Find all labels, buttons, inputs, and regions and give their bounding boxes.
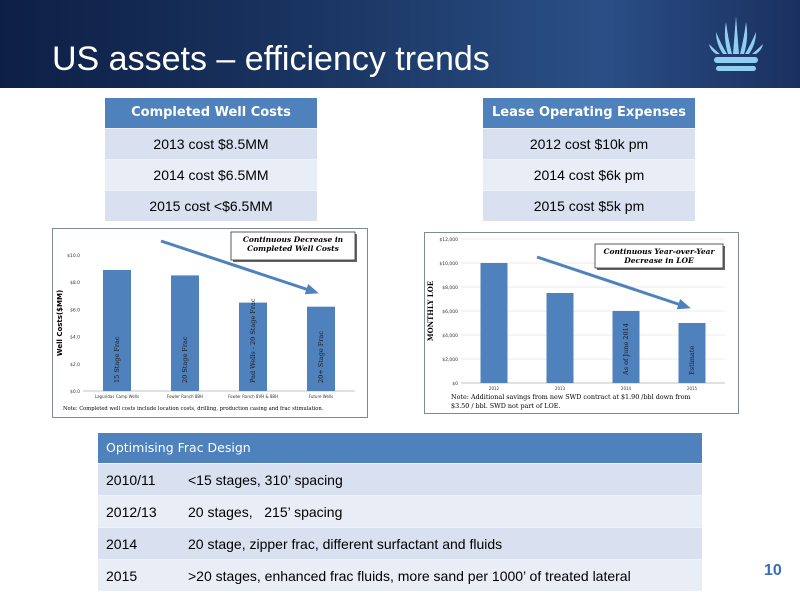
y-tick-label: $10.0 bbox=[67, 253, 80, 259]
well-costs-chart-frame: $0.0 $2.0 $4.0 $6.0 $8.0 $10.0 Well Costs($MM)… bbox=[52, 228, 368, 418]
x-tick-label: 2013 bbox=[555, 386, 566, 391]
title-box bbox=[594, 243, 724, 269]
title-banner bbox=[0, 0, 800, 88]
chart-bar bbox=[103, 269, 131, 391]
y-tick-label: $12,000 bbox=[439, 237, 458, 243]
bar-label: 15 Stage Frac bbox=[113, 336, 121, 383]
bar-label: As of June 2014 bbox=[622, 323, 630, 376]
loe-table: Lease Operating Expenses 2012 cost $10k … bbox=[483, 98, 695, 221]
page-number: 10 bbox=[764, 562, 782, 579]
x-tick-label: 2012 bbox=[489, 386, 500, 391]
chart-title-line: Continuous Decrease in bbox=[243, 235, 343, 244]
frac-design-header: Optimising Frac Design bbox=[98, 433, 702, 463]
x-tick-label: 2014 bbox=[621, 386, 632, 391]
x-tick-label: 2015 bbox=[687, 386, 698, 391]
chart-note: Note: Additional savings from new SWD co… bbox=[451, 393, 691, 401]
x-tick-label: Fowler Ranch 8VH & 8BH bbox=[228, 394, 278, 399]
y-tick-label: $4,000 bbox=[442, 333, 458, 339]
chart-bar bbox=[678, 323, 706, 383]
chart-bar bbox=[612, 311, 640, 383]
frac-row-desc: 20 stages, 215’ spacing bbox=[188, 504, 343, 520]
chart-title-line: Completed Well Costs bbox=[247, 244, 339, 253]
loe-row: 2012 cost $10k pm bbox=[483, 128, 695, 159]
bar-label: 20 Stage Frac bbox=[181, 336, 189, 383]
y-tick-label: $6.0 bbox=[70, 307, 80, 313]
loe-row: 2015 cost $5k pm bbox=[483, 190, 695, 221]
loe-row: 2014 cost $6k pm bbox=[483, 159, 695, 190]
frac-row: 2014 20 stage, zipper frac, different su… bbox=[98, 527, 702, 559]
loe-header: Lease Operating Expenses bbox=[483, 98, 695, 128]
frac-design-table: Optimising Frac Design 2010/11 <15 stage… bbox=[98, 433, 702, 591]
well-costs-row: 2013 cost $8.5MM bbox=[105, 128, 317, 159]
bar-label: Estimate bbox=[688, 346, 696, 375]
well-costs-header: Completed Well Costs bbox=[105, 98, 317, 128]
trend-arrow-line bbox=[160, 239, 316, 294]
well-costs-row: 2015 cost <$6.5MM bbox=[105, 190, 317, 221]
frac-row: 2010/11 <15 stages, 310’ spacing bbox=[98, 463, 702, 495]
slide-title: US assets – efficiency trends bbox=[52, 40, 490, 78]
loe-chart: $0 $2,000 $4,000 $6,000 $8,000 $10,000 $12,000… bbox=[426, 237, 725, 410]
y-axis-label: MONTHLY LOE bbox=[426, 281, 435, 341]
x-tick-label: Future Wells bbox=[309, 394, 334, 399]
fan-logo-icon bbox=[709, 16, 763, 71]
frac-row-year: 2010/11 bbox=[106, 472, 156, 488]
y-tick-label: $2,000 bbox=[442, 357, 458, 363]
y-tick-label: $0 bbox=[452, 381, 458, 387]
frac-row-year: 2012/13 bbox=[106, 504, 157, 520]
frac-row-year: 2015 bbox=[106, 568, 138, 584]
frac-row-desc: 20 stage, zipper frac, different surfact… bbox=[188, 536, 503, 552]
trend-arrow-line bbox=[536, 255, 688, 309]
well-costs-chart: $0.0 $2.0 $4.0 $6.0 $8.0 $10.0 Well Costs($MM)… bbox=[56, 231, 357, 412]
loe-chart-frame: $0 $2,000 $4,000 $6,000 $8,000 $10,000 $12,000… bbox=[424, 232, 739, 414]
y-axis-label: Well Costs($MM) bbox=[56, 290, 64, 356]
chart-title-line: Continuous Year-over-Year bbox=[604, 247, 716, 256]
chart-note: Note: Completed well costs include locat… bbox=[63, 406, 324, 412]
y-tick-label: $10,000 bbox=[439, 261, 458, 267]
y-tick-label: $8.0 bbox=[70, 280, 80, 286]
x-tick-label: Fowler Ranch 8BH bbox=[167, 394, 203, 399]
y-tick-label: $6,000 bbox=[442, 309, 458, 315]
y-tick-label: $4.0 bbox=[70, 335, 80, 341]
frac-row-desc: <15 stages, 310’ spacing bbox=[188, 472, 343, 488]
chart-bar bbox=[239, 302, 267, 391]
well-costs-row: 2014 cost $6.5MM bbox=[105, 159, 317, 190]
y-tick-label: $8,000 bbox=[442, 285, 458, 291]
chart-title-line: Decrease in LOE bbox=[623, 256, 694, 265]
title-box bbox=[230, 231, 356, 261]
trend-arrowhead-icon bbox=[304, 284, 319, 295]
y-tick-label: $0.0 bbox=[70, 389, 80, 395]
chart-bar bbox=[480, 263, 508, 383]
well-costs-table: Completed Well Costs 2013 cost $8.5MM 20… bbox=[105, 98, 317, 221]
chart-note: $3.50 / bbl. SWD not part of LOE. bbox=[451, 402, 560, 410]
frac-row-year: 2014 bbox=[106, 536, 138, 552]
frac-row-desc: >20 stages, enhanced frac fluids, more s… bbox=[188, 568, 631, 584]
chart-bar bbox=[307, 306, 335, 391]
x-tick-label: Laguridas Camp Wells bbox=[95, 394, 139, 399]
frac-row: 2012/13 20 stages, 215’ spacing bbox=[98, 495, 702, 527]
chart-bar bbox=[546, 293, 574, 383]
trend-arrowhead-icon bbox=[676, 299, 691, 310]
frac-row: 2015 >20 stages, enhanced frac fluids, m… bbox=[98, 559, 702, 591]
y-tick-label: $2.0 bbox=[70, 362, 80, 368]
chart-bar bbox=[171, 275, 199, 391]
bar-label: 20+ Stage Frac bbox=[317, 331, 325, 383]
bar-label: Pad Wells - 20 Stage Frac bbox=[249, 298, 257, 383]
